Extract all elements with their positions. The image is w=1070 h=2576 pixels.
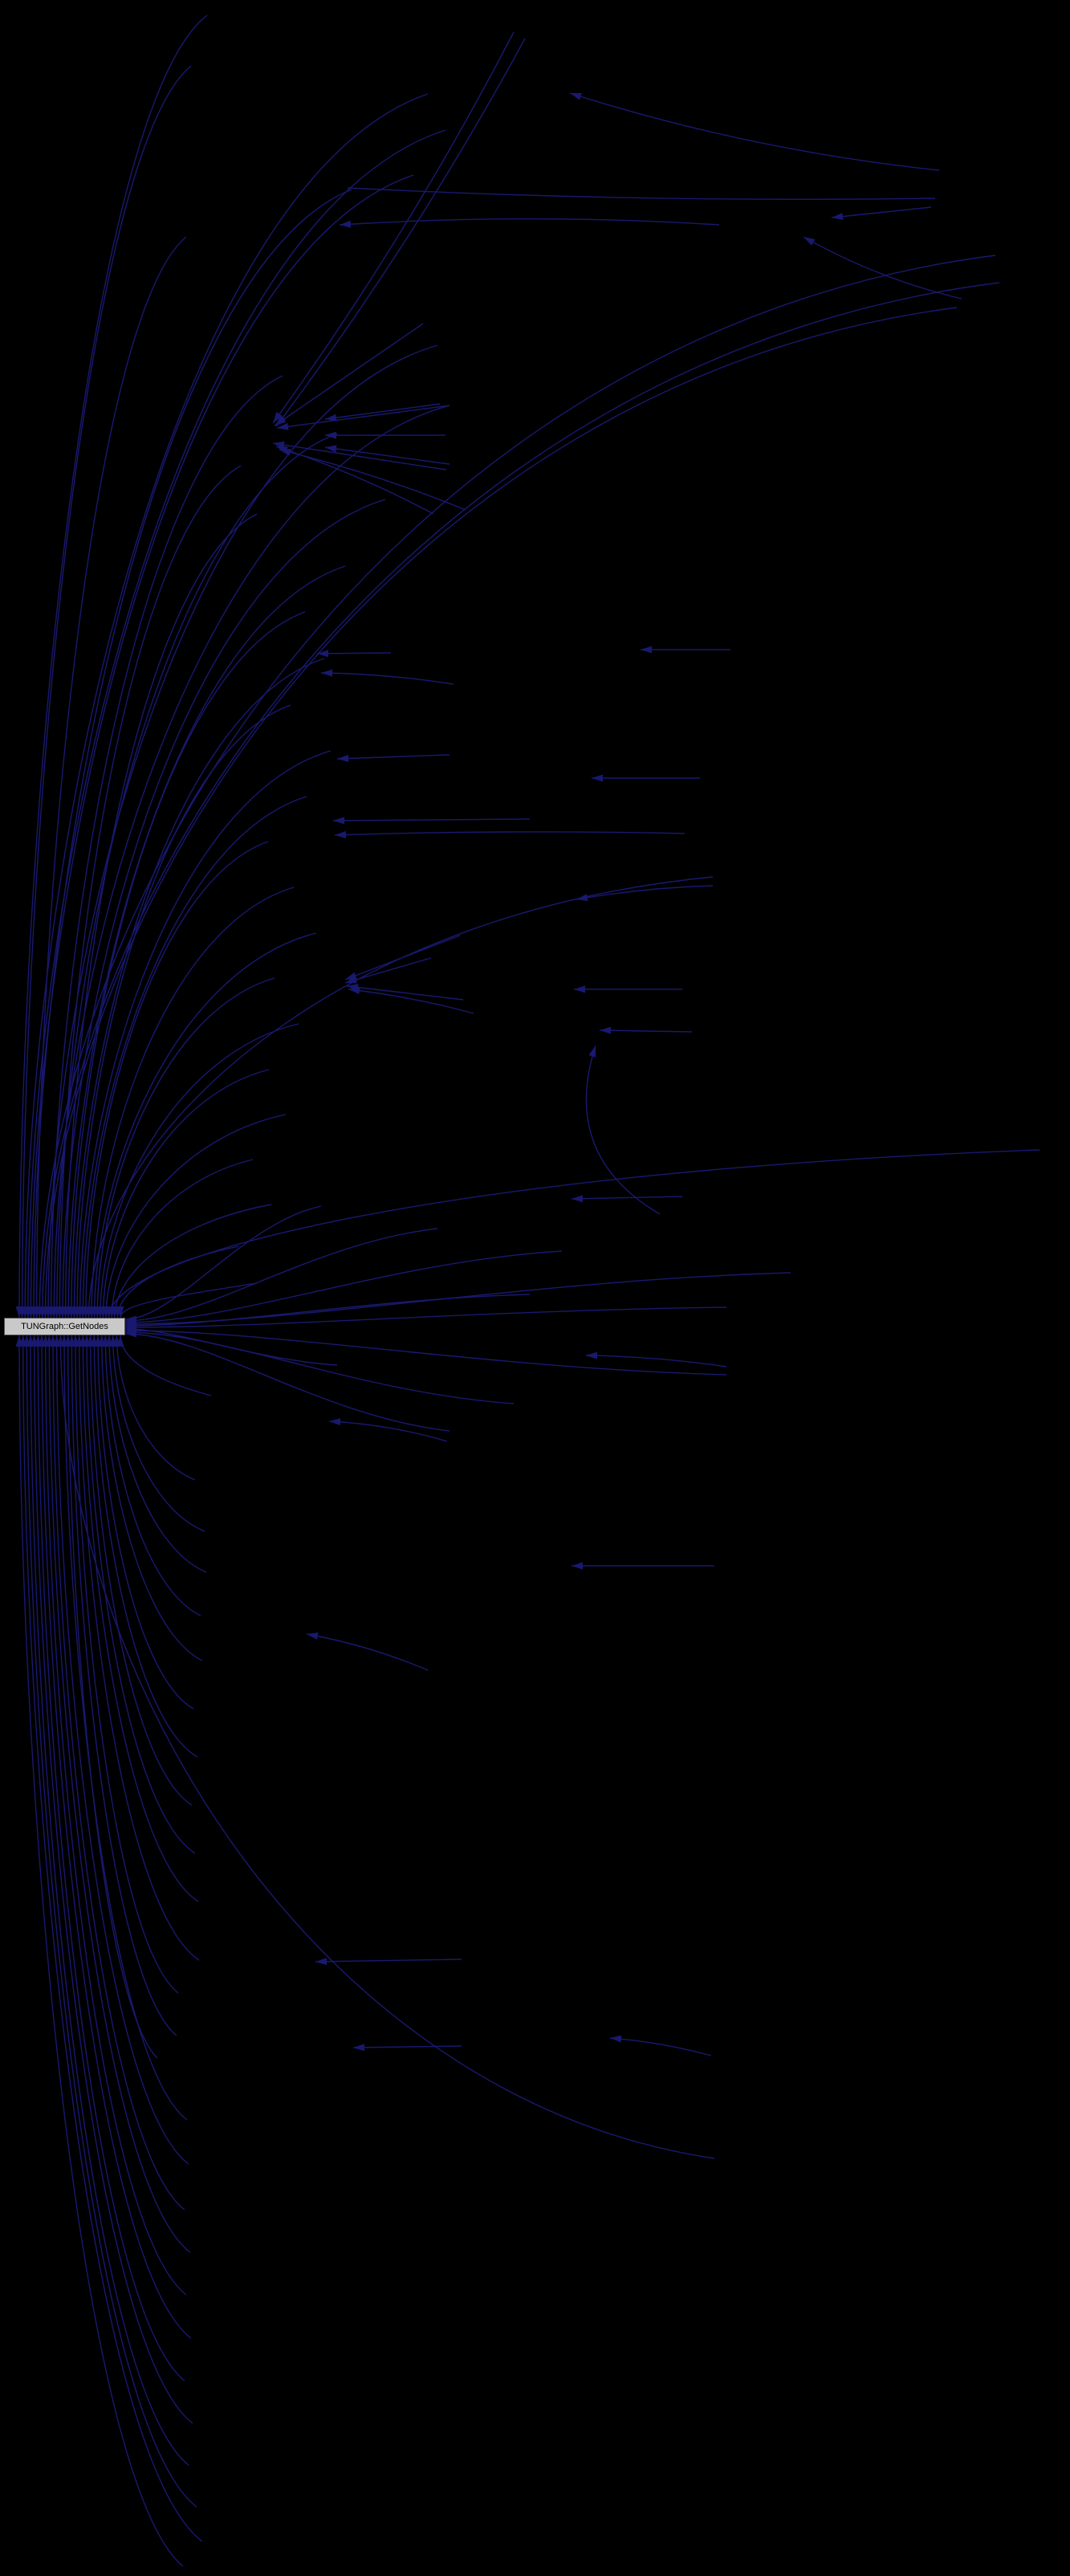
root-node-tungraph-getnodes[interactable]: TUNGraph::GetNodes — [4, 1318, 125, 1335]
